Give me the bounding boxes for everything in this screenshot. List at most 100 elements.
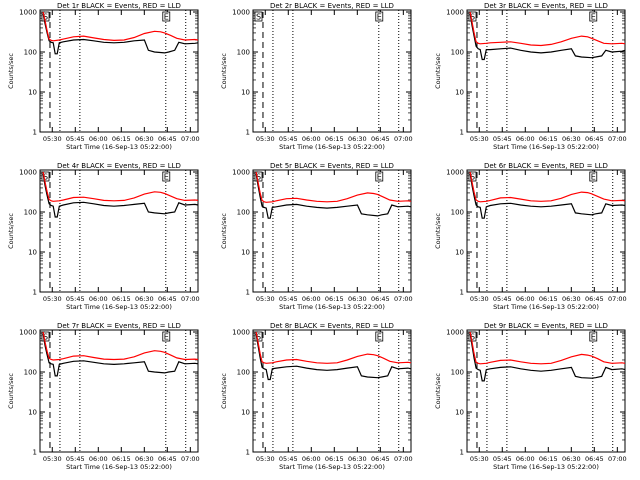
chart-title: Det 3r BLACK = Events, RED = LLD <box>484 2 608 10</box>
x-tick-label: 06:15 <box>112 295 131 303</box>
x-tick-label: 06:15 <box>325 455 344 463</box>
chart-title: Det 5r BLACK = Events, RED = LLD <box>270 162 394 170</box>
chart-panel-9: Det 9r BLACK = Events, RED = LLD 1 10 100 10… <box>434 322 627 471</box>
x-axis-label: Start Time (16-Sep-13 05:22:00) <box>279 463 385 471</box>
y-tick-label: 1 <box>460 449 464 457</box>
x-tick-label: 06:45 <box>585 295 604 303</box>
plot-frame <box>252 9 412 133</box>
x-tick-label: 05:30 <box>43 455 62 463</box>
x-tick-label: 06:30 <box>348 135 367 143</box>
series-line-lld <box>42 171 199 202</box>
end-marker-label: E <box>377 13 382 22</box>
x-tick-label: 05:45 <box>66 135 85 143</box>
x-tick-label: 06:00 <box>302 295 321 303</box>
end-marker-box <box>162 331 171 342</box>
y-tick-label: 1000 <box>232 329 250 337</box>
x-tick-label: 07:00 <box>181 135 200 143</box>
end-marker-box <box>589 171 598 182</box>
plot-frame <box>39 329 199 453</box>
x-tick-label: 06:30 <box>348 295 367 303</box>
x-tick-label: 05:30 <box>256 295 275 303</box>
y-tick-label: 10 <box>241 89 250 97</box>
y-tick-label: 100 <box>451 369 464 377</box>
end-marker-label: E <box>591 13 596 22</box>
series-line-lld <box>255 331 412 364</box>
x-axis-label: Start Time (16-Sep-13 05:22:00) <box>493 303 599 311</box>
y-tick-label: 100 <box>451 49 464 57</box>
end-marker-label: E <box>164 333 169 342</box>
y-tick-label: 1000 <box>446 329 464 337</box>
x-tick-label: 05:30 <box>470 135 489 143</box>
y-tick-label: 10 <box>241 249 250 257</box>
y-tick-label: 1000 <box>232 169 250 177</box>
chart-panel-6: Det 6r BLACK = Events, RED = LLD 1 10 100 10… <box>434 162 627 311</box>
chart-panel-3: Det 3r BLACK = Events, RED = LLD 1 10 100 10… <box>434 2 627 151</box>
y-tick-label: 1000 <box>446 9 464 17</box>
plot-frame <box>252 169 412 293</box>
x-axis-label: Start Time (16-Sep-13 05:22:00) <box>493 463 599 471</box>
x-tick-label: 06:45 <box>371 295 390 303</box>
x-tick-label: 05:45 <box>66 455 85 463</box>
y-tick-label: 100 <box>24 369 37 377</box>
x-tick-label: 06:00 <box>302 135 321 143</box>
chart-title: Det 1r BLACK = Events, RED = LLD <box>57 2 181 10</box>
y-tick-label: 1 <box>460 129 464 137</box>
y-tick-label: 1000 <box>232 9 250 17</box>
start-marker-box <box>254 171 263 182</box>
end-marker-box <box>162 171 171 182</box>
series-line-lld <box>255 171 412 203</box>
plot-frame <box>39 169 199 293</box>
x-tick-label: 06:15 <box>539 295 558 303</box>
x-tick-label: 05:30 <box>256 455 275 463</box>
x-axis-label: Start Time (16-Sep-13 05:22:00) <box>279 143 385 151</box>
x-tick-label: 06:30 <box>562 455 581 463</box>
end-marker-box <box>162 11 171 22</box>
x-tick-label: 06:45 <box>371 455 390 463</box>
start-marker-box <box>254 331 263 342</box>
x-tick-label: 07:00 <box>181 295 200 303</box>
chart-title: Det 2r BLACK = Events, RED = LLD <box>270 2 394 10</box>
plot-frame <box>466 9 626 133</box>
y-tick-label: 1 <box>33 289 37 297</box>
chart-title: Det 9r BLACK = Events, RED = LLD <box>484 322 608 330</box>
series-line-events <box>255 173 412 219</box>
chart-panel-7: Det 7r BLACK = Events, RED = LLD 1 10 100 10… <box>7 322 200 471</box>
start-marker-label: S <box>43 173 48 182</box>
start-marker-box <box>254 11 263 22</box>
y-tick-label: 1 <box>246 449 250 457</box>
plot-frame <box>39 9 199 133</box>
end-marker-box <box>375 11 384 22</box>
series-line-lld <box>42 11 199 42</box>
start-marker-box <box>41 331 50 342</box>
series-line-lld <box>469 171 626 203</box>
x-tick-label: 06:00 <box>89 295 108 303</box>
x-tick-label: 06:45 <box>585 135 604 143</box>
x-tick-label: 06:00 <box>89 455 108 463</box>
x-tick-label: 06:30 <box>348 455 367 463</box>
series-line-events <box>469 333 626 382</box>
series-line-events <box>469 13 626 61</box>
y-axis-label: Counts/sec <box>220 53 228 89</box>
x-tick-label: 06:00 <box>516 135 535 143</box>
y-tick-label: 1 <box>33 129 37 137</box>
x-tick-label: 05:45 <box>279 295 298 303</box>
y-axis-label: Counts/sec <box>7 373 15 409</box>
x-tick-label: 06:15 <box>112 135 131 143</box>
y-tick-label: 1 <box>246 129 250 137</box>
series-line-lld <box>469 11 626 47</box>
end-marker-label: E <box>164 173 169 182</box>
y-tick-label: 1000 <box>19 169 37 177</box>
series-line-lld <box>42 331 199 361</box>
x-tick-label: 06:45 <box>158 295 177 303</box>
x-tick-label: 06:30 <box>562 295 581 303</box>
y-tick-label: 1 <box>33 449 37 457</box>
chart-title: Det 7r BLACK = Events, RED = LLD <box>57 322 181 330</box>
y-tick-label: 10 <box>241 409 250 417</box>
y-axis-label: Counts/sec <box>434 53 442 89</box>
x-tick-label: 06:45 <box>371 135 390 143</box>
plot-frame <box>252 329 412 453</box>
x-tick-label: 07:00 <box>181 455 200 463</box>
x-tick-label: 06:30 <box>135 295 154 303</box>
y-tick-label: 10 <box>28 249 37 257</box>
